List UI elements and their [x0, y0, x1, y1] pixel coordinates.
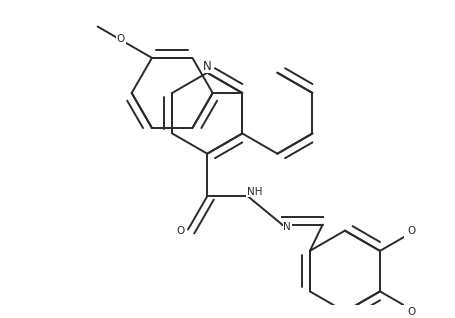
Text: NH: NH	[247, 187, 262, 197]
Text: N: N	[283, 222, 291, 232]
Text: O: O	[408, 226, 416, 236]
Text: O: O	[117, 34, 125, 45]
Text: O: O	[177, 226, 185, 236]
Text: O: O	[408, 307, 416, 316]
Text: N: N	[203, 59, 212, 73]
